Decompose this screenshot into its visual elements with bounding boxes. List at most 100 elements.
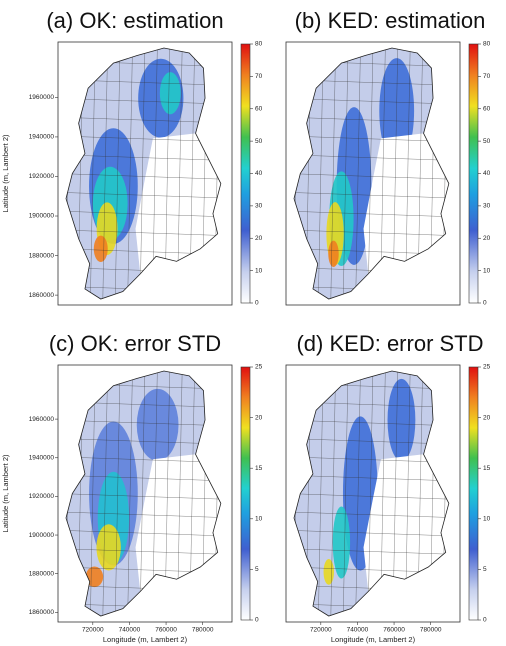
panel: (a) OK: estimation 1860000 1880000 1900000 1… [1,8,263,307]
colorbar-tick-label: 20 [483,414,491,421]
commune-border [294,493,449,500]
map-outline [293,47,450,300]
commune-border [66,286,221,293]
commune-border [294,173,449,180]
x-axis-label: Longitude (m, Lambert 2) [331,635,416,644]
commune-border [355,48,361,299]
panel-title: (c) OK: error STD [49,331,221,356]
commune-border [66,371,71,616]
commune-border [294,48,299,299]
colorbar-tick-label: 25 [483,364,491,371]
colorbar-tick-label: 5 [483,566,487,573]
commune-border [294,419,449,427]
commune-border [66,173,221,180]
map-east [363,133,449,274]
map-fill [294,48,449,299]
plot-frame [57,364,233,623]
colorbar-tick-label: 20 [483,235,491,242]
y-tick-label: 1920000 [29,493,55,500]
colorbar-tick-label: 50 [255,138,263,145]
panel-title: (a) OK: estimation [46,8,223,33]
commune-border [66,229,221,237]
commune-border [330,371,336,616]
colorbar-tick-label: 20 [255,235,263,242]
commune-border [294,154,449,161]
y-axis-label: Latitude (m, Lambert 2) [1,134,10,212]
commune-border [127,48,133,299]
y-tick-label: 1940000 [29,454,55,461]
colorbar-tick-label: 15 [255,465,263,472]
commune-border [294,548,449,555]
commune-border [102,371,108,616]
map-east [363,454,449,592]
plot-frame [57,41,233,306]
commune-border [342,48,349,299]
y-tick-label: 1900000 [29,213,55,220]
commune-border [114,48,121,299]
panel-title: (d) KED: error STD [296,331,483,356]
commune-border [294,229,449,237]
commune-border [139,48,146,299]
commune-border [294,530,449,537]
colorbar [240,43,251,304]
commune-border [318,48,324,299]
colorbar-tick-label: 0 [483,300,487,307]
colorbar-tick-label: 10 [483,516,491,523]
plot-frame [285,364,461,623]
colorbar-tick-label: 80 [255,41,263,48]
colorbar-tick-label: 20 [255,414,263,421]
commune-border [294,511,449,519]
map-hotspot [85,566,104,588]
commune-border [66,474,221,482]
y-tick-label: 1920000 [29,173,55,180]
y-tick-label: 1860000 [29,609,55,616]
commune-border [294,192,449,199]
map-hotspot [159,72,181,115]
commune-border [294,98,449,105]
map-hotspot [387,378,416,462]
colorbar-tick-label: 10 [483,267,491,274]
x-tick-label: 760000 [383,627,405,634]
panel: (b) KED: estimation 0 10 20 30 40 50 60 70 80 [285,8,491,307]
map-outline [293,370,450,617]
colorbar-tick-label: 70 [255,73,263,80]
commune-border [294,371,299,616]
x-tick-label: 720000 [82,627,104,634]
commune-border [66,154,221,161]
commune-border [139,371,146,616]
colorbar-tick-label: 15 [483,465,491,472]
y-tick-label: 1900000 [29,532,55,539]
map-hotspot [136,388,179,461]
commune-border [102,48,108,299]
panel-title: (b) KED: estimation [295,8,486,33]
commune-border [355,371,361,616]
colorbar [468,43,479,304]
colorbar-tick-label: 30 [255,203,263,210]
y-tick-label: 1960000 [29,416,55,423]
commune-border [294,474,449,482]
colorbar-tick-label: 25 [255,364,263,371]
map-hotspot [332,506,351,579]
x-axis-label: Longitude (m, Lambert 2) [103,635,188,644]
map-hotspot [328,240,339,267]
y-tick-label: 1940000 [29,134,55,141]
x-tick-label: 760000 [155,627,177,634]
map-hotspot [323,559,334,585]
colorbar-tick-label: 5 [255,566,259,573]
map-outline [65,370,222,617]
commune-border [66,530,221,537]
commune-border [367,371,374,616]
commune-border [90,48,96,299]
commune-border [294,286,449,293]
commune-border [66,493,221,500]
colorbar-tick-label: 30 [483,203,491,210]
map-east [135,454,221,592]
commune-border [90,371,96,616]
x-tick-label: 780000 [420,627,442,634]
y-tick-label: 1960000 [29,94,55,101]
commune-border [66,192,221,199]
commune-border [294,603,449,610]
colorbar-tick-label: 60 [255,105,263,112]
map-fill [66,48,221,299]
